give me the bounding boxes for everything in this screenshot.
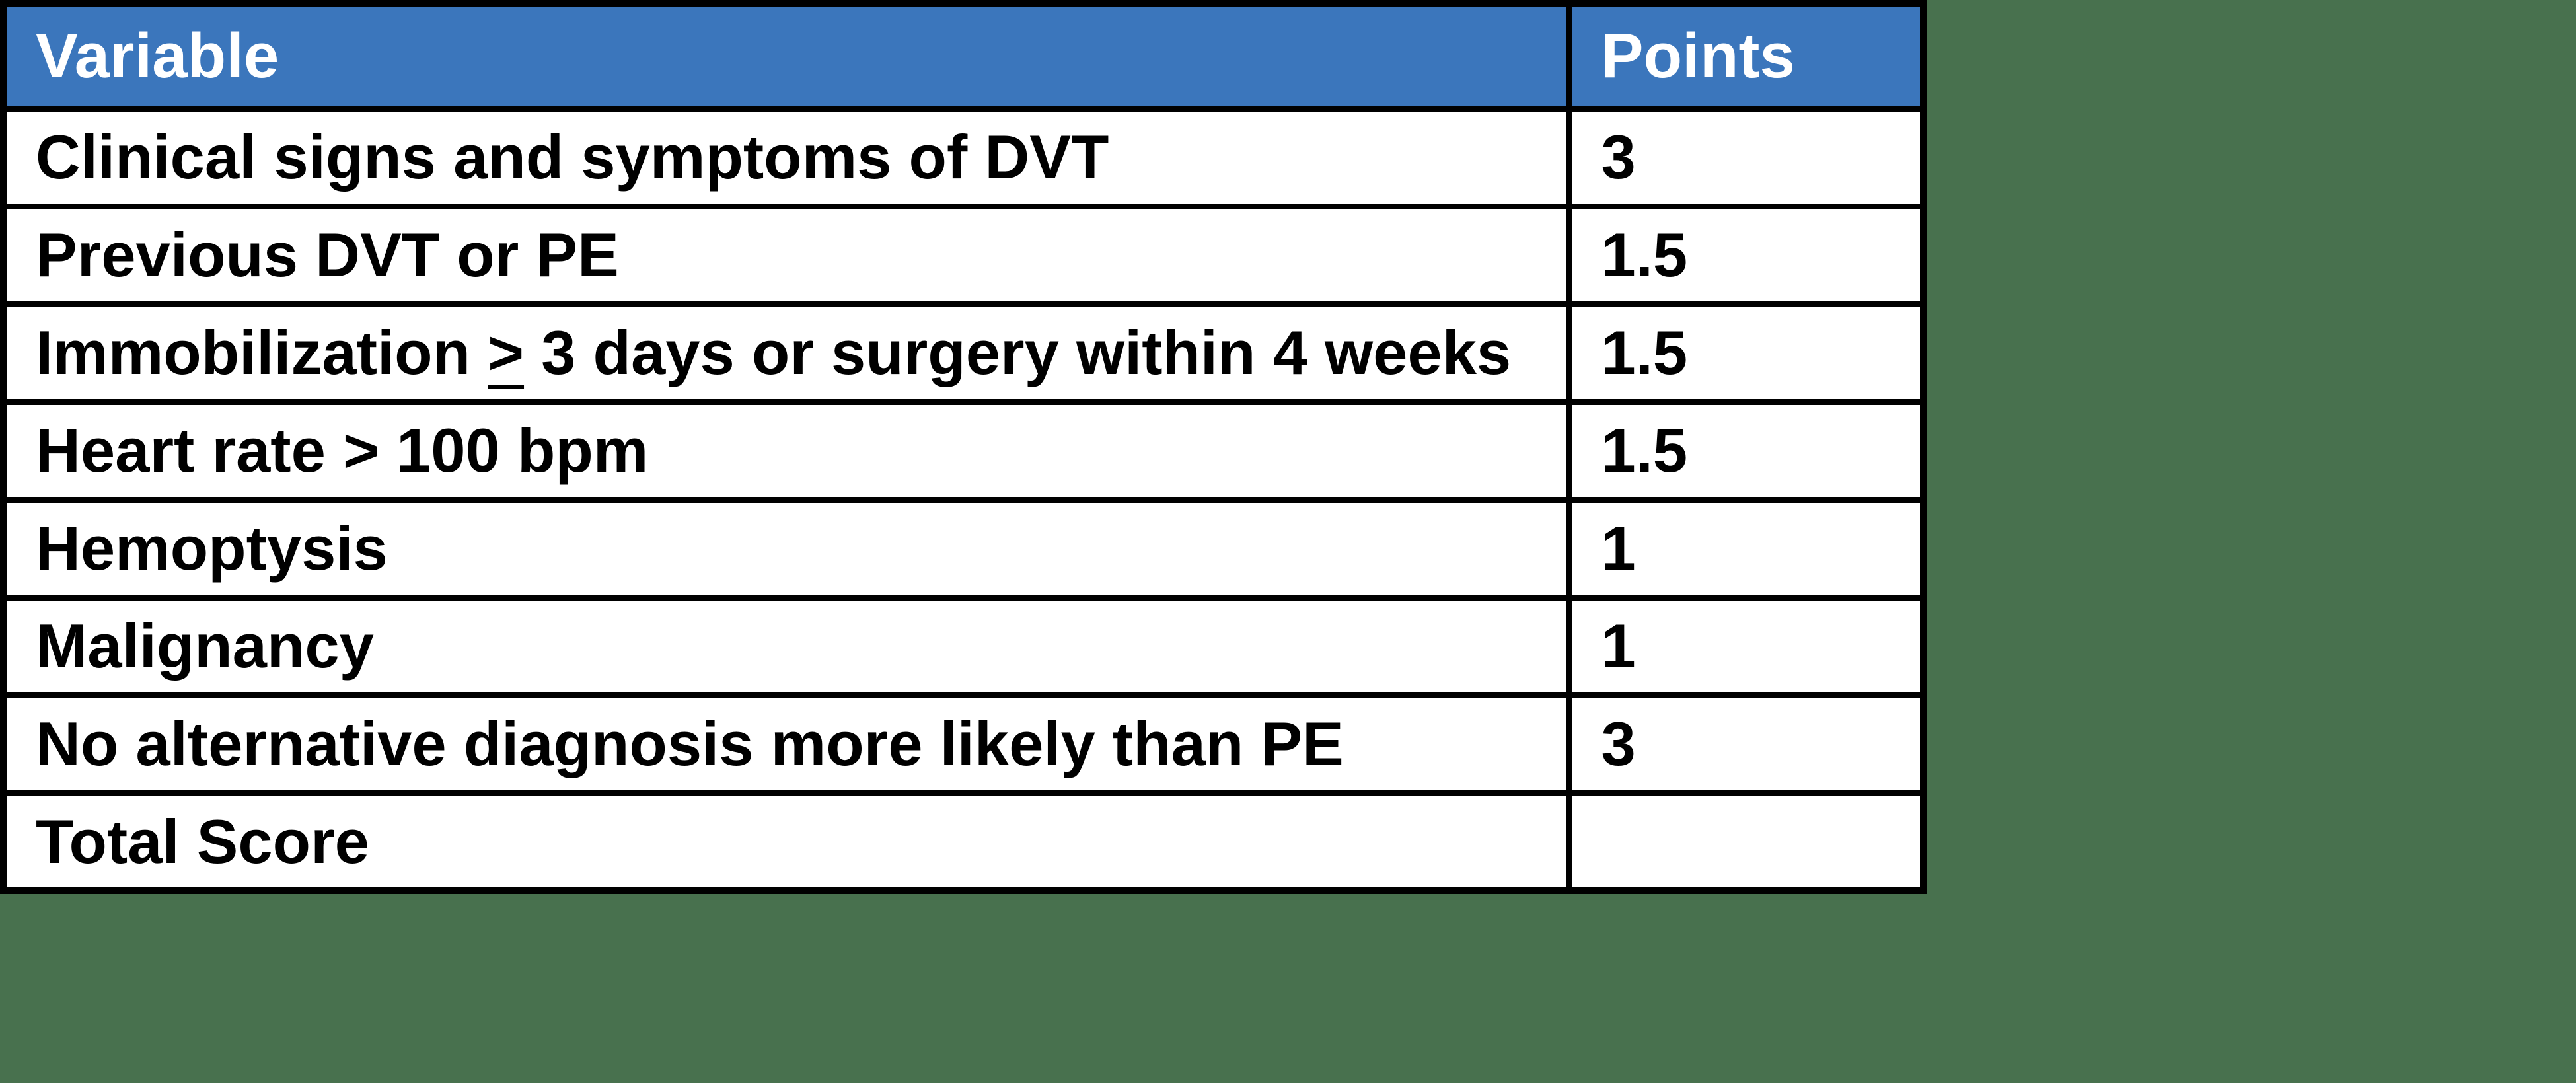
points-cell [1566, 790, 1927, 894]
table-row: Total Score [0, 790, 1927, 894]
points-cell: 1.5 [1566, 398, 1927, 503]
table-row: Immobilization > 3 days or surgery withi… [0, 301, 1927, 405]
greater-equal-symbol: > [488, 318, 525, 387]
variable-cell: Total Score [0, 790, 1572, 894]
variable-cell: Previous DVT or PE [0, 203, 1572, 307]
variable-cell: Heart rate > 100 bpm [0, 398, 1572, 503]
points-cell: 1 [1566, 594, 1927, 698]
variable-cell: Clinical signs and symptoms of DVT [0, 105, 1572, 209]
column-header-points: Points [1566, 0, 1927, 112]
points-cell: 1 [1566, 496, 1927, 601]
table-row: Clinical signs and symptoms of DVT 3 [0, 105, 1927, 209]
variable-cell: Hemoptysis [0, 496, 1572, 601]
table-body: Clinical signs and symptoms of DVT 3 Previ… [0, 105, 1927, 894]
wells-score-table: Variable Points Clinical signs and sympt… [0, 0, 1927, 894]
variable-cell: Malignancy [0, 594, 1572, 698]
variable-cell: No alternative diagnosis more likely tha… [0, 692, 1572, 796]
table-header: Variable Points [0, 0, 1927, 112]
table-row: Heart rate > 100 bpm 1.5 [0, 398, 1927, 503]
points-cell: 3 [1566, 692, 1927, 796]
points-cell: 3 [1566, 105, 1927, 209]
table-row: Malignancy 1 [0, 594, 1927, 698]
variable-cell: Immobilization > 3 days or surgery withi… [0, 301, 1572, 405]
header-row: Variable Points [0, 0, 1927, 112]
points-cell: 1.5 [1566, 203, 1927, 307]
column-header-variable: Variable [0, 0, 1572, 112]
table-row: No alternative diagnosis more likely tha… [0, 692, 1927, 796]
points-cell: 1.5 [1566, 301, 1927, 405]
table-row: Hemoptysis 1 [0, 496, 1927, 601]
table-row: Previous DVT or PE 1.5 [0, 203, 1927, 307]
